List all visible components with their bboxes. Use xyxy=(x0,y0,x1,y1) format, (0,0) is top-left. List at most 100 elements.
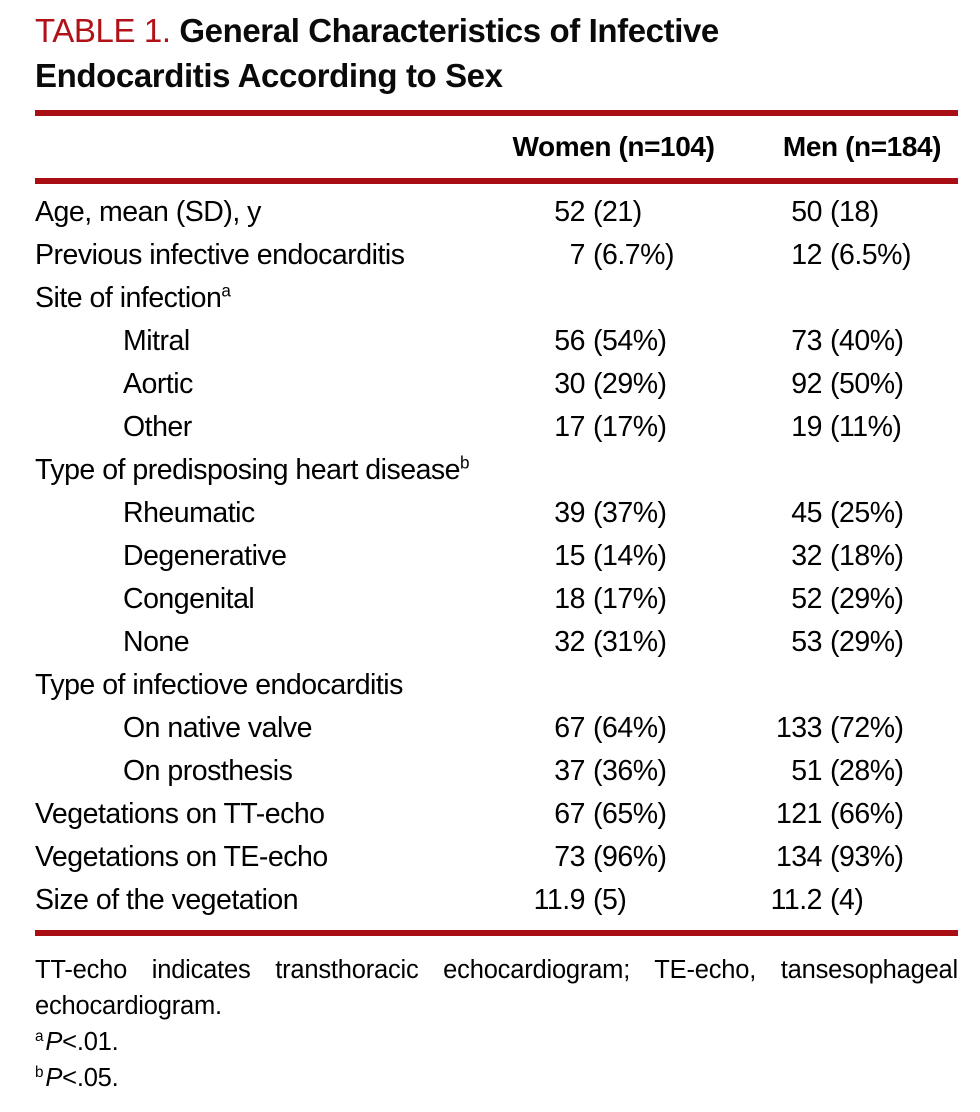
row-label: Age, mean (SD), y xyxy=(35,198,495,227)
row-label-text: Rheumatic xyxy=(123,497,255,530)
row-label: Congenital xyxy=(35,585,495,614)
row-label: Vegetations on TE-echo xyxy=(35,843,495,872)
superscript-a-marker: a xyxy=(221,281,231,301)
women-paren: (21) xyxy=(593,196,642,229)
women-number: 11.9 xyxy=(533,884,586,917)
men-paren: (4) xyxy=(830,884,864,917)
women-value: 67 (65%) xyxy=(495,800,732,829)
row-label: On native valve xyxy=(35,714,495,743)
row-label-text: On native valve xyxy=(123,712,312,745)
women-value: 7 (6.7%) xyxy=(495,241,732,270)
table-row: None 32 (31%) 53 (29%) xyxy=(35,621,958,664)
women-value: 39 (37%) xyxy=(495,499,732,528)
men-paren: (11%) xyxy=(830,411,902,444)
men-paren: (18) xyxy=(830,196,879,229)
table-row: Mitral 56 (54%) 73 (40%) xyxy=(35,320,958,363)
men-value: 50 (18) xyxy=(732,198,958,227)
women-paren: (29%) xyxy=(593,368,667,401)
men-value: 11.2 (4) xyxy=(732,886,958,915)
men-paren: (25%) xyxy=(830,497,904,530)
table-row: Size of the vegetation 11.9 (5) 11.2 (4) xyxy=(35,879,958,922)
row-label: Type of infectiove endocarditis xyxy=(35,671,495,700)
men-number: 11.2 xyxy=(770,884,823,917)
footnote-b-marker: b xyxy=(35,1063,44,1081)
women-value: 56 (54%) xyxy=(495,327,732,356)
superscript-b-marker: b xyxy=(460,453,470,473)
men-number: 12 xyxy=(791,239,822,272)
table-row: On native valve 67 (64%) 133 (72%) xyxy=(35,707,958,750)
row-label-text: Mitral xyxy=(123,325,190,358)
men-value: 133 (72%) xyxy=(732,714,958,743)
men-value: 92 (50%) xyxy=(732,370,958,399)
men-number: 50 xyxy=(791,196,822,229)
column-header-women: Women (n=104) xyxy=(512,131,715,162)
row-label-text: On prosthesis xyxy=(123,755,293,788)
men-paren: (66%) xyxy=(830,798,904,831)
women-number: 30 xyxy=(554,368,585,401)
women-value: 17 (17%) xyxy=(495,413,732,442)
men-paren: (28%) xyxy=(830,755,904,788)
women-paren: (14%) xyxy=(593,540,667,573)
row-label-text: Type of infectiove endocarditis xyxy=(35,669,403,702)
men-paren: (29%) xyxy=(830,626,904,659)
bottom-rule-divider xyxy=(35,930,958,936)
men-number: 51 xyxy=(791,755,822,788)
men-paren: (40%) xyxy=(830,325,904,358)
row-label: On prosthesis xyxy=(35,757,495,786)
women-number: 56 xyxy=(554,325,585,358)
table-row: Vegetations on TT-echo 67 (65%) 121 (66%) xyxy=(35,793,958,836)
men-paren: (72%) xyxy=(830,712,904,745)
women-paren: (36%) xyxy=(593,755,667,788)
table-row: Congenital 18 (17%) 52 (29%) xyxy=(35,578,958,621)
men-value: 19 (11%) xyxy=(732,413,958,442)
women-value: 67 (64%) xyxy=(495,714,732,743)
women-value: 30 (29%) xyxy=(495,370,732,399)
men-value: 73 (40%) xyxy=(732,327,958,356)
women-number: 39 xyxy=(554,497,585,530)
row-label-text: Other xyxy=(123,411,192,444)
men-value: 12 (6.5%) xyxy=(732,241,958,270)
table-row: Previous infective endocarditis 7 (6.7%) … xyxy=(35,234,958,277)
row-label: Aortic xyxy=(35,370,495,399)
row-label: Vegetations on TT-echo xyxy=(35,800,495,829)
women-paren: (5) xyxy=(593,884,627,917)
table-row: Type of predisposing heart diseaseb xyxy=(35,449,958,492)
row-label: Size of the vegetation xyxy=(35,886,495,915)
table-row: Aortic 30 (29%) 92 (50%) xyxy=(35,363,958,406)
men-paren: (29%) xyxy=(830,583,904,616)
table-body: Age, mean (SD), y 52 (21) 50 (18) Previous… xyxy=(35,184,958,930)
women-number: 17 xyxy=(554,411,585,444)
table-header-row: Women (n=104) Men (n=184) xyxy=(35,116,958,178)
women-value: 32 (31%) xyxy=(495,628,732,657)
column-header-men: Men (n=184) xyxy=(782,131,942,162)
row-label-text: Congenital xyxy=(123,583,255,616)
footnote-a-marker: a xyxy=(35,1027,44,1045)
women-value: 37 (36%) xyxy=(495,757,732,786)
row-label-text: Type of predisposing heart disease xyxy=(35,454,461,487)
footnote-a: aP<.01. xyxy=(35,1024,958,1060)
abbreviation-note-line2: echocardiogram. xyxy=(35,992,222,1020)
men-value: 53 (29%) xyxy=(732,628,958,657)
footnote-b-text: <.05. xyxy=(62,1064,119,1092)
men-number: 52 xyxy=(791,583,822,616)
row-label-text: Vegetations on TT-echo xyxy=(35,798,325,831)
men-value: 52 (29%) xyxy=(732,585,958,614)
table-row: Other 17 (17%) 19 (11%) xyxy=(35,406,958,449)
women-paren: (65%) xyxy=(593,798,667,831)
women-paren: (17%) xyxy=(593,583,667,616)
women-paren: (96%) xyxy=(593,841,667,874)
women-number: 37 xyxy=(554,755,585,788)
row-label: Site of infectiona xyxy=(35,281,495,313)
women-paren: (37%) xyxy=(593,497,667,530)
table-row: Age, mean (SD), y 52 (21) 50 (18) xyxy=(35,191,958,234)
footnotes: TT-echo indicates transthoracic echocard… xyxy=(35,952,958,1096)
men-number: 134 xyxy=(775,841,823,874)
men-number: 73 xyxy=(791,325,822,358)
row-label: Other xyxy=(35,413,495,442)
row-label-text: Vegetations on TE-echo xyxy=(35,841,328,874)
men-paren: (18%) xyxy=(830,540,904,573)
men-number: 45 xyxy=(791,497,822,530)
men-number: 92 xyxy=(791,368,822,401)
women-number: 67 xyxy=(554,798,585,831)
row-label: Mitral xyxy=(35,327,495,356)
